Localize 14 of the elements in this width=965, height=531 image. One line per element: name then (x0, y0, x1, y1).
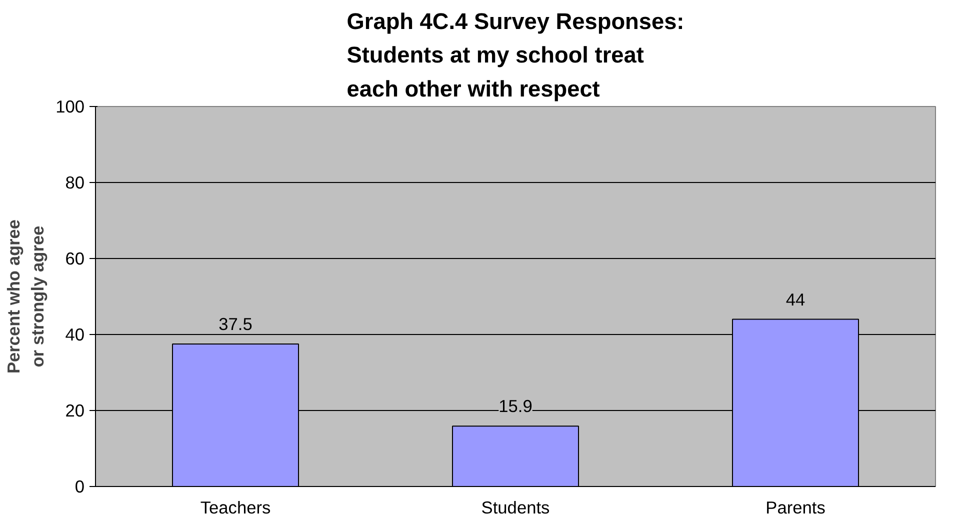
x-tick-label: Teachers (200, 498, 271, 518)
y-axis-title: Percent who agree or strongly agree (4, 219, 48, 374)
y-tick-label: 80 (65, 172, 85, 192)
x-tick-label: Parents (766, 498, 826, 518)
y-tick-label: 20 (65, 400, 85, 420)
data-label: 44 (786, 289, 806, 310)
data-label: 15.9 (498, 396, 532, 416)
chart-title: Graph 4C.4 Survey Responses: Students at my school treat each other with respect (346, 8, 684, 102)
y-tick-label: 100 (56, 96, 85, 116)
y-tick-label: 0 (74, 476, 85, 496)
x-tick-label: Students (481, 498, 550, 518)
y-tick-label: 60 (65, 248, 85, 268)
data-label: 37.5 (218, 314, 252, 334)
y-tick-label: 40 (65, 324, 85, 344)
